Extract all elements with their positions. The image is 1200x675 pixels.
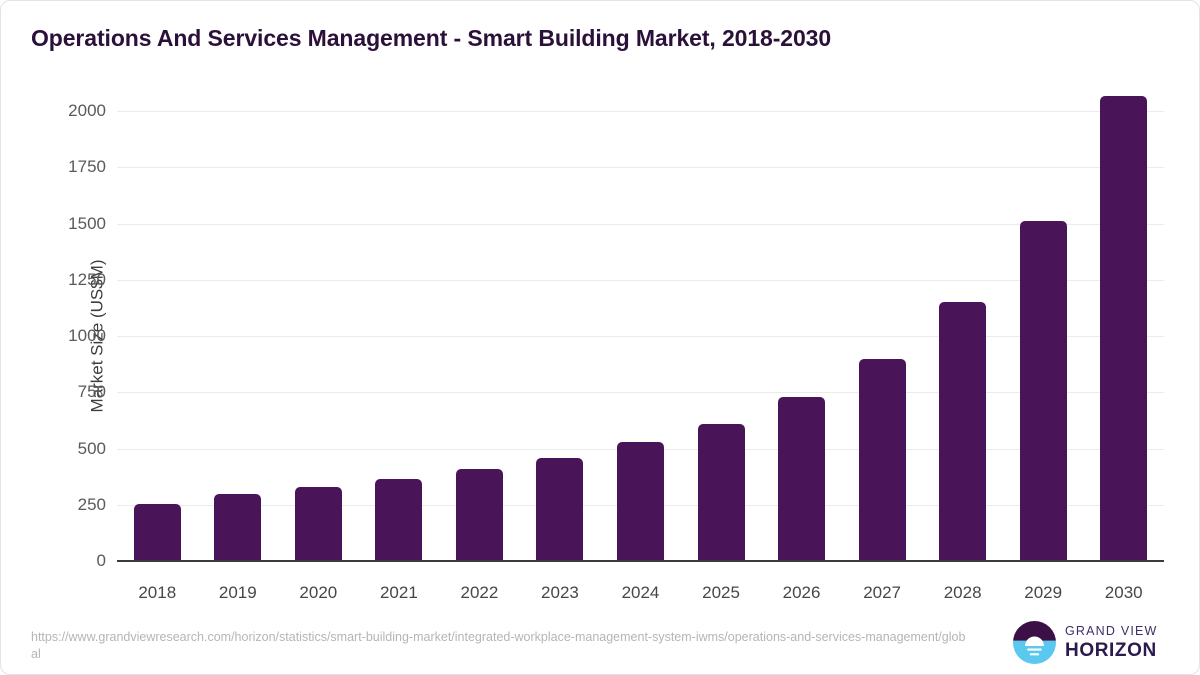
y-axis-tick-label: 1500 xyxy=(68,213,106,233)
x-axis-tick-label: 2024 xyxy=(621,583,660,602)
y-axis-tick-label: 1000 xyxy=(68,326,106,345)
gridline xyxy=(117,279,1164,281)
logo-wordmark: GRAND VIEW HORIZON xyxy=(1065,625,1158,660)
x-axis-tick-label: 2029 xyxy=(1024,583,1063,602)
bar-2028[interactable] xyxy=(939,302,987,561)
y-axis-tick-label: 250 xyxy=(77,494,106,514)
bar-2026[interactable] xyxy=(778,397,826,561)
y-axis-tick-label: 1750 xyxy=(68,157,106,177)
bar-slot xyxy=(761,111,842,561)
source-url[interactable]: https://www.grandviewresearch.com/horizo… xyxy=(31,630,966,661)
bar-slot xyxy=(520,111,601,561)
bar-slot xyxy=(359,111,440,561)
y-axis-tick-label: 1250 xyxy=(68,269,106,289)
bar-slot xyxy=(842,111,923,561)
gridline xyxy=(117,392,1164,394)
bar-2020[interactable] xyxy=(294,486,342,561)
x-axis-tick-label: 2021 xyxy=(379,583,418,602)
bar-slot xyxy=(278,111,359,561)
y-axis-tick-label: 750 xyxy=(77,382,106,402)
x-axis-tick-label: 2028 xyxy=(943,583,982,602)
bar-slot xyxy=(600,111,681,561)
x-axis-tick-label: 2018 xyxy=(138,583,177,602)
bar-2021[interactable] xyxy=(375,478,423,561)
x-axis-tick-label: 2022 xyxy=(460,583,499,602)
x-axis-tick-label: 2025 xyxy=(702,583,740,602)
logo-line-2: HORIZON xyxy=(1065,639,1157,661)
y-axis-tick-label: 0 xyxy=(96,551,106,570)
logo-line-1: GRAND VIEW xyxy=(1065,624,1158,639)
bar-slot xyxy=(1083,96,1164,561)
bar-2025[interactable] xyxy=(697,423,745,561)
page-title: Operations And Services Management - Sma… xyxy=(31,25,832,51)
x-axis-tick-label: 2020 xyxy=(299,583,338,602)
bar-slot xyxy=(681,111,762,561)
bar-2023[interactable] xyxy=(536,458,584,561)
bar-2029[interactable] xyxy=(1019,220,1067,561)
gridline xyxy=(117,167,1164,169)
bar-slot xyxy=(439,111,520,561)
x-axis-line xyxy=(117,560,1164,562)
gridline xyxy=(117,111,1164,112)
bar-series xyxy=(117,96,1164,561)
bar-2022[interactable] xyxy=(455,469,503,561)
bar-2018[interactable] xyxy=(133,504,181,561)
gridline xyxy=(117,336,1164,337)
bar-2027[interactable] xyxy=(858,358,906,561)
grand-view-horizon-logo-mark-icon xyxy=(1013,621,1056,664)
gridline xyxy=(117,223,1164,225)
bar-slot xyxy=(117,111,198,561)
bar-slot xyxy=(922,111,1003,561)
x-axis-tick-label: 2026 xyxy=(782,583,821,602)
x-axis-tick-label: 2030 xyxy=(1104,583,1143,602)
brand-logo: GRAND VIEW HORIZON xyxy=(1013,621,1158,664)
bar-2019[interactable] xyxy=(214,494,262,561)
bar-slot xyxy=(1003,111,1084,561)
plot-area: Market Size (US$M) 0 250 500 750 1000 1250 150… xyxy=(68,96,1164,602)
y-axis-tick-label: 2000 xyxy=(68,101,106,120)
x-axis-tick-label: 2027 xyxy=(863,583,902,602)
bar-2024[interactable] xyxy=(616,442,664,561)
y-axis-tick-label: 500 xyxy=(77,438,106,458)
x-axis-tick-label: 2019 xyxy=(218,583,257,602)
bar-slot xyxy=(198,111,279,561)
x-axis-tick-label: 2023 xyxy=(541,583,579,602)
bar-2030[interactable] xyxy=(1100,96,1148,561)
